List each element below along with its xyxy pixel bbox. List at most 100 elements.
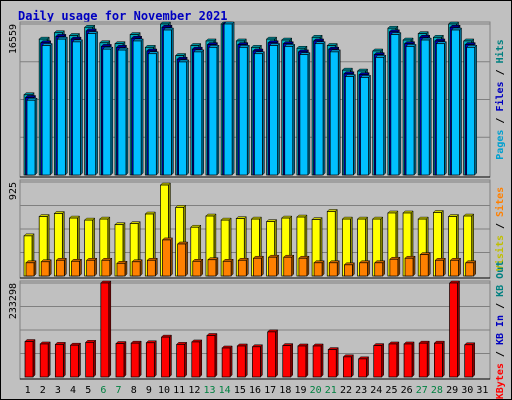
bar-pages-day-16 [253,51,266,176]
bar-kbytes-day-30 [464,342,476,378]
x-tick-label: 2 [40,385,46,396]
bar-pages-day-1 [26,97,38,176]
bar-pages-day-9 [147,51,159,176]
bar-sites-day-25 [389,256,401,277]
bar-kbytes-day-8 [130,340,142,378]
bar-sites-day-27 [419,252,431,277]
x-tick-label: 8 [131,385,137,396]
x-tick-label: 4 [70,385,76,396]
x-tick-label: 18 [279,385,291,396]
bar-sites-day-30 [465,260,477,277]
bar-kbytes-day-17 [266,329,279,378]
bar-sites-day-3 [55,257,67,277]
x-tick-label: 28 [431,385,443,396]
bar-kbytes-day-14 [221,345,233,378]
bar-kbytes-day-7 [115,340,127,378]
axis-label-visits: Visits / Sites [494,187,506,271]
bar-sites-day-16 [252,255,265,277]
bar-pages-day-25 [390,31,402,176]
bar-kbytes-day-10 [160,334,173,378]
x-tick-label: 31 [476,385,488,396]
x-tick-label: 5 [85,385,91,396]
bar-pages-day-22 [344,73,356,176]
x-tick-label: 17 [264,385,276,396]
bar-pages-day-29 [450,27,463,176]
bar-sites-day-28 [434,257,446,277]
bar-kbytes-day-20 [312,343,324,378]
axis-label-hits: Pages / Files / Hits [494,39,506,159]
bar-kbytes-day-2 [39,341,51,378]
bar-sites-day-14 [222,258,234,277]
bar-sites-day-15 [237,257,249,277]
bar-kbytes-day-25 [388,341,400,378]
bar-sites-day-29 [449,257,462,277]
bar-sites-day-22 [343,262,355,277]
x-tick-label: 7 [116,385,122,396]
bar-sites-day-24 [374,260,386,277]
bar-sites-day-20 [313,260,325,277]
bar-kbytes-day-22 [342,354,354,378]
chart-title: Daily usage for November 2021 [18,9,228,23]
x-tick-label: 24 [370,385,382,396]
x-tick-label: 12 [188,385,200,396]
bar-sites-day-18 [283,254,295,277]
bar-kbytes-day-3 [54,341,66,378]
x-tick-label: 14 [219,385,231,396]
bar-kbytes-day-12 [191,339,203,378]
x-tick-label: 3 [55,385,61,396]
bar-sites-day-11 [177,241,189,277]
bar-kbytes-day-29 [448,280,461,378]
x-tick-label: 26 [401,385,413,396]
bar-pages-day-23 [359,74,372,176]
x-tick-label: 6 [100,385,106,396]
bar-visits-day-22 [341,216,353,277]
bar-pages-day-14 [223,21,235,176]
x-tick-label: 30 [461,385,473,396]
bar-pages-day-12 [193,49,205,176]
bar-pages-day-19 [299,52,311,176]
bar-sites-day-5 [86,257,98,277]
x-tick-label: 25 [385,385,397,396]
x-tick-label: 11 [173,385,185,396]
bar-kbytes-day-4 [69,342,82,378]
x-tick-label: 19 [294,385,306,396]
bar-sites-day-1 [25,260,37,277]
x-tick-label: 1 [25,385,31,396]
bar-pages-day-11 [178,59,190,176]
bar-kbytes-day-1 [24,338,36,378]
bar-pages-day-13 [208,44,220,176]
bar-pages-day-27 [420,37,432,176]
bar-pages-day-4 [71,39,84,176]
bar-sites-day-21 [328,260,340,277]
bar-sites-day-26 [404,255,416,277]
bar-pages-day-26 [405,43,417,176]
ymax-label-hits: 16559 [8,24,19,54]
x-tick-label: 9 [146,385,152,396]
ymax-label-visits: 925 [8,182,19,200]
bar-kbytes-day-23 [357,356,370,378]
x-tick-label: 27 [416,385,428,396]
bar-sites-day-4 [70,258,83,277]
bar-pages-day-30 [466,44,478,176]
bar-sites-day-7 [116,260,128,277]
bar-kbytes-day-27 [418,340,430,378]
ymax-label-kbytes: 233298 [8,283,19,319]
bar-kbytes-day-9 [145,340,157,378]
bar-sites-day-8 [131,259,143,277]
x-tick-label: 20 [310,385,322,396]
bar-pages-day-17 [268,42,281,176]
bar-visits-day-30 [463,213,475,277]
bar-pages-day-10 [162,27,175,176]
bar-sites-day-10 [161,237,174,277]
bar-sites-day-6 [101,257,113,277]
bar-kbytes-day-18 [282,342,294,378]
bar-sites-day-13 [207,257,219,277]
bar-kbytes-day-28 [433,340,445,378]
bar-pages-day-24 [375,54,387,176]
bar-sites-day-2 [40,259,52,277]
bar-kbytes-day-5 [85,339,97,378]
bar-pages-day-5 [87,31,99,176]
bar-kbytes-day-16 [251,344,264,378]
bar-kbytes-day-26 [403,341,415,378]
